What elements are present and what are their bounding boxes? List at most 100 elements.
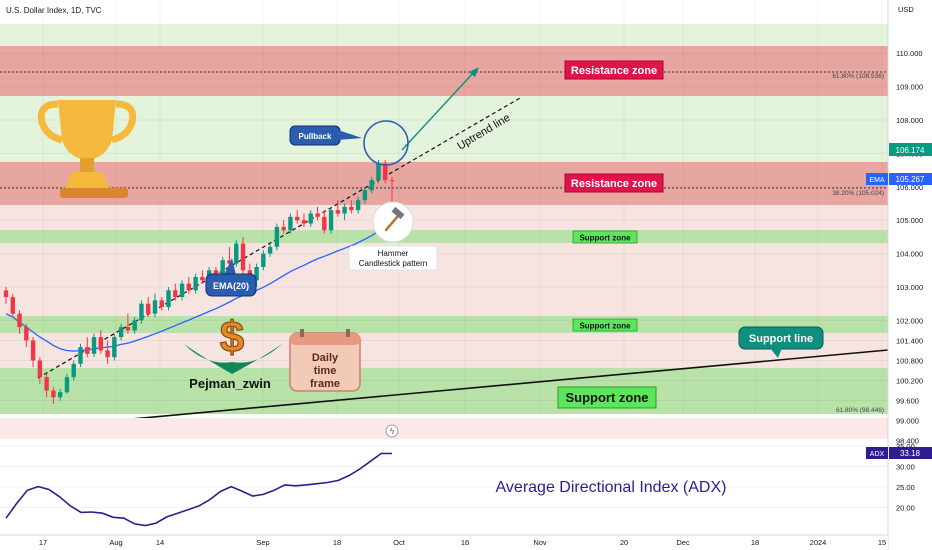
candle-body	[383, 163, 388, 181]
candle-body	[51, 390, 56, 398]
adx-value-text: 33.18	[900, 449, 921, 458]
adx-tag-name-text: ADX	[870, 451, 885, 458]
candle-body	[369, 180, 374, 191]
uptrend-line[interactable]	[37, 97, 521, 379]
time-axis-ticks: 17 Aug 14 Sep 18 Oct 16 Nov 20 Dec 18 2024 15	[39, 538, 886, 547]
support-label-1-text: Support zone	[579, 234, 631, 243]
support-label-2-text: Support zone	[579, 322, 631, 331]
time-tick-label: Nov	[533, 538, 547, 547]
resistance-label-lower: Resistance zone	[564, 173, 664, 193]
candle-body	[335, 210, 341, 214]
price-tick-label: 110.000	[896, 49, 923, 58]
price-tick-label: 100.800	[896, 356, 923, 365]
time-tick-label: 2024	[810, 538, 827, 547]
candle-body	[288, 216, 293, 231]
price-tick-label: 102.000	[896, 316, 923, 325]
candle-body	[85, 347, 90, 354]
bg-band-top	[0, 24, 888, 46]
candle-body	[227, 260, 232, 264]
time-axis[interactable]	[0, 535, 888, 550]
support-line-callout: Support line	[738, 326, 824, 358]
candle-body	[166, 290, 171, 308]
author-badge: $ Pejman_zwin	[184, 312, 282, 391]
time-tick-label: 16	[461, 538, 469, 547]
candle-body	[254, 266, 259, 281]
price-tick-label: 98.400	[896, 437, 919, 446]
time-tick-label: 18	[333, 538, 341, 547]
candle-body	[17, 313, 22, 328]
candle-body	[261, 253, 266, 267]
ema-tag	[889, 173, 932, 185]
candle-body	[159, 300, 164, 308]
chart-title: U.S. Dollar Index, 1D, TVC	[6, 6, 102, 15]
candle-body	[179, 283, 185, 298]
resistance-label-upper-text: Resistance zone	[571, 65, 657, 77]
support-label-3: Support zone	[557, 386, 657, 409]
ema-line	[5, 223, 393, 352]
last-price-tag	[889, 143, 932, 156]
last-price-text: 106.174	[896, 146, 925, 155]
support-label-2: Support zone	[572, 318, 638, 332]
projection-arrow	[401, 71, 475, 151]
candle-body	[281, 226, 286, 231]
candle-body	[139, 303, 144, 321]
support-label-3-text: Support zone	[565, 390, 648, 405]
ema20-label: EMA(20)	[213, 281, 249, 291]
candle-body	[57, 392, 63, 398]
adx-tick-label: 25.00	[896, 483, 915, 492]
candle-body	[342, 206, 347, 214]
candle-body	[44, 377, 49, 391]
time-tick-label: Oct	[393, 538, 406, 547]
calendar-line2: time	[314, 365, 337, 377]
candle-body	[10, 297, 15, 314]
candle-body	[328, 210, 334, 231]
resistance-label-lower-text: Resistance zone	[571, 178, 657, 190]
candle-body	[30, 340, 36, 361]
time-tick-label: 17	[39, 538, 47, 547]
candle-body	[193, 276, 198, 291]
price-tick-label: 109.000	[896, 83, 923, 92]
price-tick-label: 104.000	[896, 250, 923, 259]
candle-body	[105, 350, 110, 358]
price-tick-label: 101.400	[896, 336, 923, 345]
candle-body	[308, 213, 313, 224]
candle-body	[301, 220, 307, 224]
time-tick-label: Sep	[256, 538, 269, 547]
pane-separator	[0, 418, 888, 439]
candle-body	[125, 327, 131, 331]
fib-label-lower: 61.80% (98.446)	[836, 407, 884, 414]
ema-tag-name-text: EMA	[869, 177, 885, 184]
support-label-1: Support zone	[572, 230, 638, 244]
adx-value-tag	[889, 447, 932, 459]
time-tick-label: 20	[620, 538, 628, 547]
candle-body	[362, 190, 368, 201]
support-line[interactable]	[0, 349, 889, 432]
price-tick-label: 103.000	[896, 283, 923, 292]
price-tick-label: 99.600	[896, 397, 919, 406]
candle-body	[240, 243, 246, 271]
candle-body	[234, 243, 239, 264]
candle-body	[186, 283, 192, 291]
time-tick-label: 15	[878, 538, 886, 547]
fib-label-upper: 61.80% (108.536)	[832, 73, 884, 80]
lightning-icon[interactable]	[385, 424, 399, 438]
fib-label-middle: 38.20% (105.024)	[832, 190, 884, 197]
candle-body	[71, 363, 76, 378]
candle-body	[274, 226, 280, 247]
price-tick-label: 99.000	[896, 417, 919, 426]
candle-body	[3, 290, 9, 298]
pullback-circle	[363, 120, 409, 166]
candle-body	[220, 260, 225, 277]
adx-grid-lines	[0, 445, 888, 508]
candle-body	[173, 290, 178, 298]
hammer-label-line1: Hammer	[378, 249, 409, 258]
pullback-label: Pullback	[299, 132, 332, 141]
calendar-line1: Daily	[312, 352, 339, 364]
adx-tick-label: 30.00	[896, 463, 915, 472]
calendar-icon: Daily time frame	[289, 329, 361, 392]
resistance-band-lower	[0, 162, 888, 205]
time-tick-label: 14	[156, 538, 164, 547]
hammer-callout: Hammer Candlestick pattern	[348, 201, 438, 271]
projection-arrowhead	[469, 67, 479, 77]
dollar-sign-icon: $	[220, 313, 244, 362]
